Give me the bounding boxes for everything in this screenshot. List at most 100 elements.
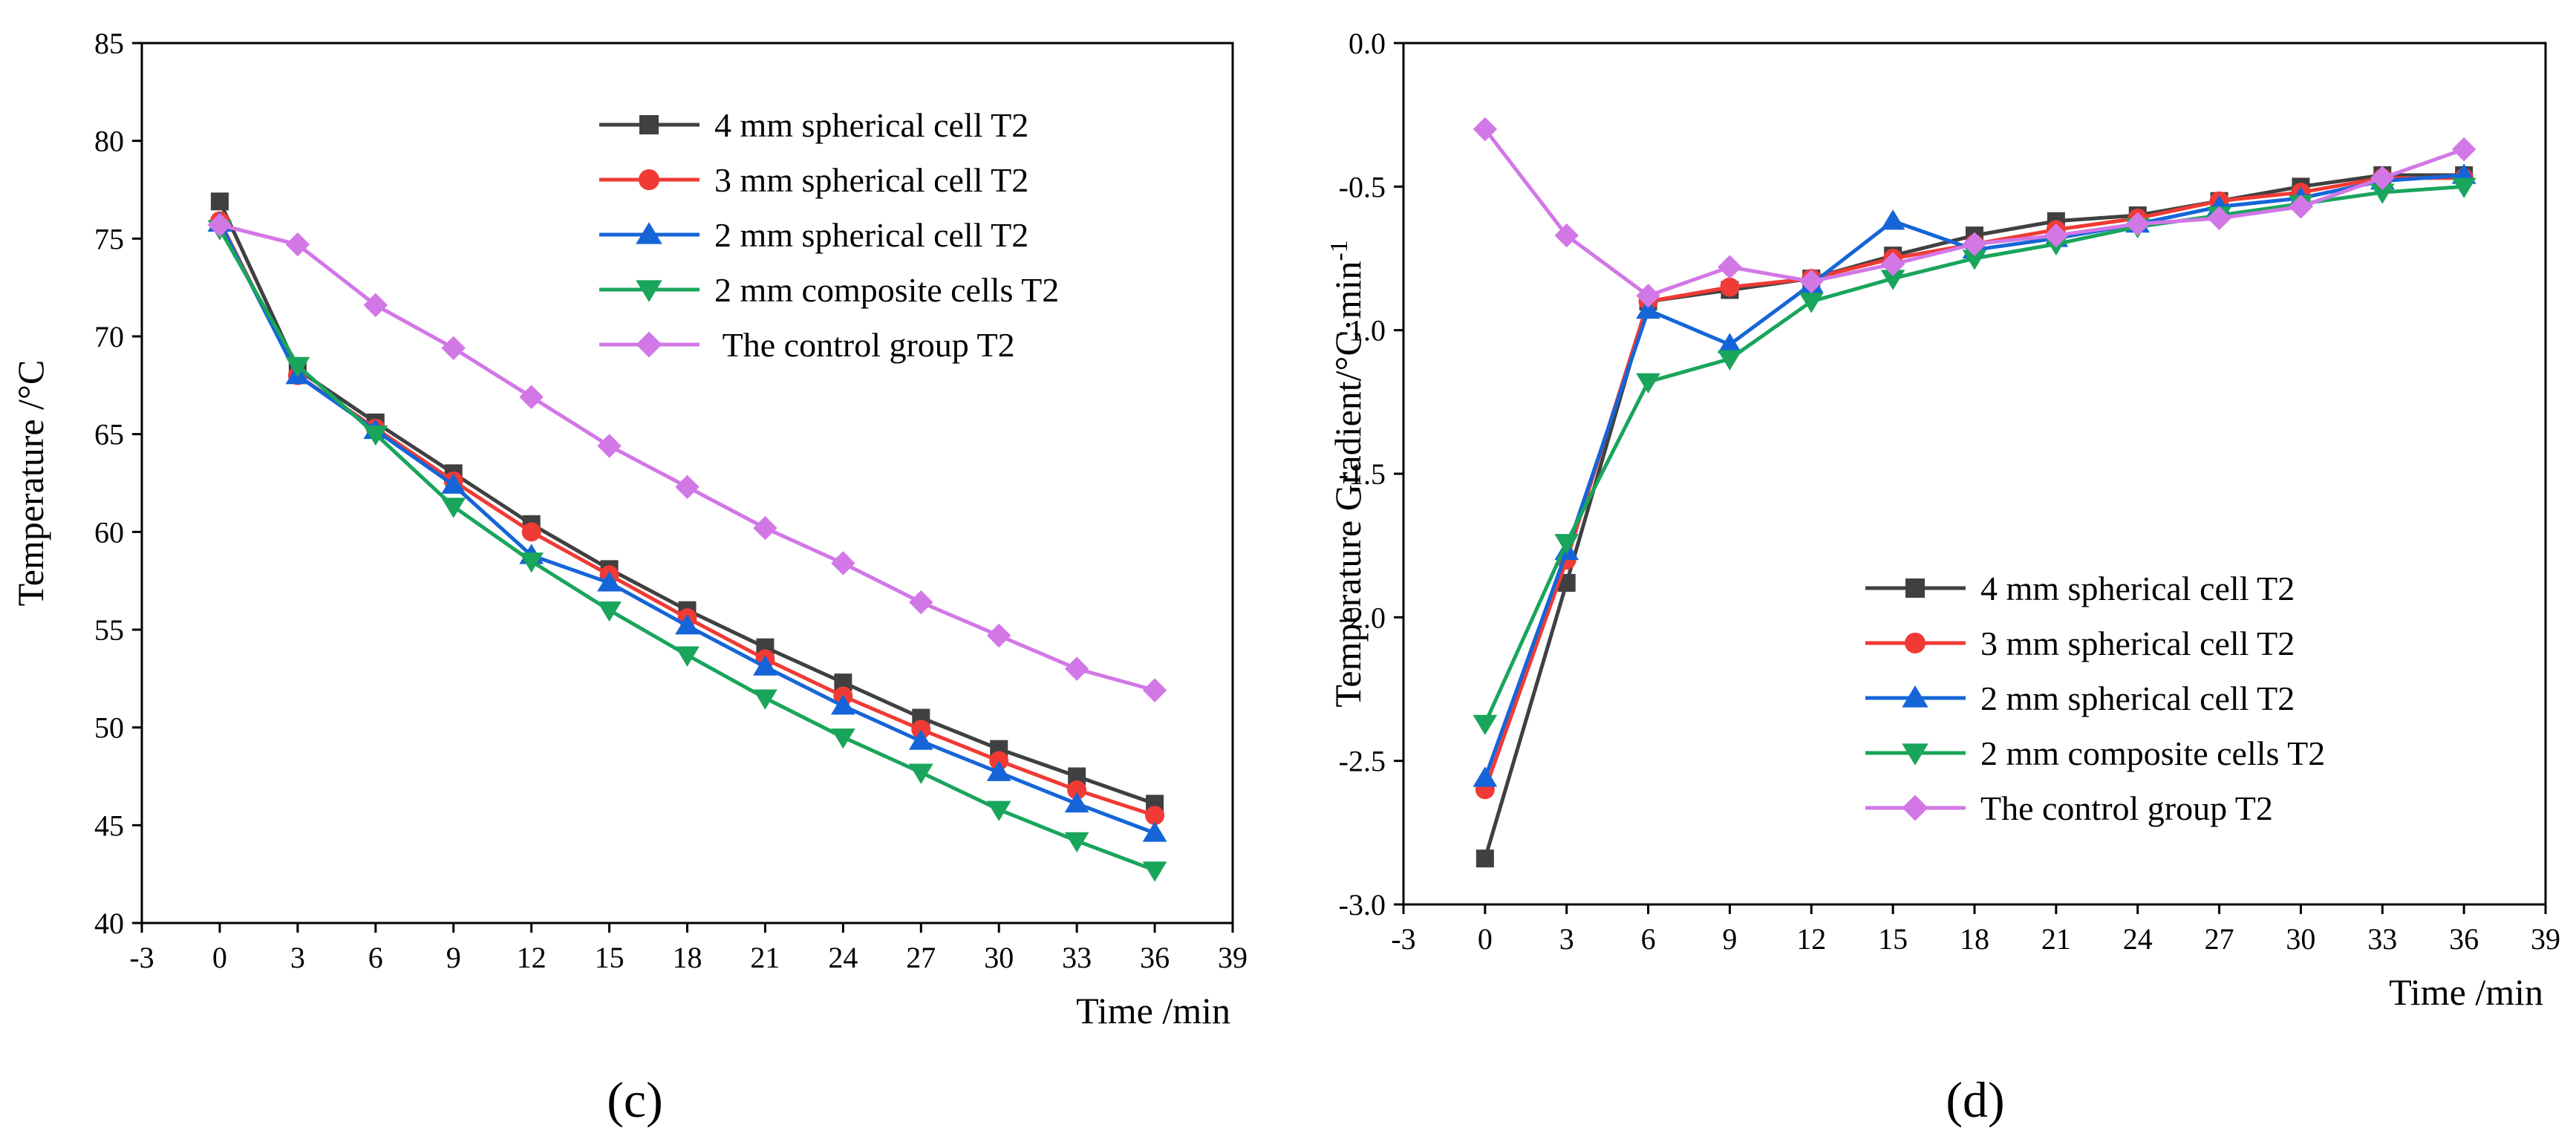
legend-label: 4 mm spherical cell T2 [714,106,1028,144]
data-point [1799,269,1824,294]
data-point [1067,780,1087,800]
data-point [1064,832,1089,852]
data-point [675,646,700,667]
series-line [218,222,1155,835]
legend-marker [1905,578,1925,598]
data-point [1064,792,1089,813]
x-tick-label: 9 [446,941,461,974]
x-tick-label: 6 [368,941,383,974]
legend-item: The control group T2 [1865,789,2273,827]
chart-panel-d: -3 0 3 6 9 12 15 18 21 24 27 30 33 36 39-3.0-2.5-2.0-1… [1326,27,2561,1128]
legend-item: 4 mm spherical cell T2 [1865,570,2295,607]
panel-label: (d) [1946,1072,2004,1128]
x-tick-label: 27 [906,941,936,974]
data-point [210,192,229,211]
data-point [2289,195,2313,219]
data-point [1064,656,1089,681]
legend-label: 3 mm spherical cell T2 [714,161,1028,199]
data-point [285,232,310,257]
x-tick-label: 6 [1641,922,1656,956]
data-point [908,729,933,750]
y-tick-label: -3.0 [1339,888,1386,922]
y-axis-title: Temperature Gradient/°C·min-1 [1326,240,1369,707]
legend-marker [638,169,660,191]
x-tick-label: 21 [2041,922,2071,956]
data-point [1473,117,1498,142]
y-tick-label: 80 [94,125,124,158]
data-point [1636,299,1660,319]
data-point [753,655,777,676]
legend-label: 2 mm composite cells T2 [714,271,1059,309]
y-tick-label: 65 [94,418,124,451]
legend-item: The control group T2 [599,326,1015,364]
data-point [1145,806,1165,826]
x-tick-label: 18 [1960,922,1989,956]
data-point [2044,223,2069,248]
x-axis-title: Time /min [2389,971,2543,1013]
data-point [1142,678,1167,702]
data-point [1880,252,1905,276]
legend-marker [636,222,662,244]
legend-label: The control group T2 [1980,789,2273,827]
legend-label: The control group T2 [714,326,1015,364]
legend-item: 3 mm spherical cell T2 [1865,624,2295,662]
data-point [2370,166,2395,190]
data-point [1636,284,1660,308]
y-axis-title: Temperature /°C [10,360,51,607]
legend-label: 2 mm composite cells T2 [1980,734,2325,772]
x-tick-label: 12 [1796,922,1826,956]
data-point [363,425,388,446]
data-point [1718,350,1742,371]
chart-panel-c: -3 0 3 6 9 12 15 18 21 24 27 30 33 36 3940455055606570… [10,27,1248,1128]
y-tick-label: -1.5 [1339,457,1386,491]
legend-item: 3 mm spherical cell T2 [599,161,1028,199]
x-tick-label: 3 [290,941,305,974]
data-point [987,623,1011,648]
legend-marker [636,280,662,302]
legend-marker [1902,685,1928,708]
series-line [218,227,1155,873]
data-point [1718,255,1742,279]
x-tick-label: 39 [1218,941,1248,974]
y-tick-label: -2.0 [1339,601,1386,634]
data-point [1718,333,1742,353]
data-point [521,522,541,542]
data-point [986,760,1011,781]
x-tick-label: 15 [1878,922,1908,956]
data-point [989,751,1009,771]
x-tick-label: 33 [2367,922,2397,956]
y-tick-label: 50 [94,711,124,745]
x-tick-label: -3 [1391,922,1415,956]
legend-item: 2 mm spherical cell T2 [1865,679,2295,717]
x-tick-label: 0 [212,941,227,974]
data-point [441,473,466,494]
data-point [1554,534,1579,555]
x-tick-label: 12 [517,941,547,974]
data-point [597,434,622,458]
data-point [2451,177,2476,198]
panel-label: (c) [607,1072,662,1128]
data-point [753,515,777,541]
data-point [830,694,855,715]
data-point [2125,212,2150,236]
data-point [986,800,1011,821]
data-point [2451,137,2476,162]
legend-marker [1902,743,1928,766]
data-point [207,212,232,238]
data-point [1142,861,1167,882]
x-tick-label: 0 [1478,922,1493,956]
x-tick-label: 36 [1140,941,1170,974]
y-tick-label: 75 [94,222,124,255]
data-point [1142,821,1167,842]
x-tick-label: 30 [2286,922,2315,956]
data-point [1636,373,1660,394]
x-tick-label: 39 [2531,922,2560,956]
data-point [363,293,388,318]
y-tick-label: -1.0 [1339,314,1386,348]
x-tick-label: 30 [984,941,1014,974]
x-tick-label: 21 [750,941,780,974]
data-point [519,385,544,409]
data-point [1720,277,1740,297]
series-5 [207,212,1167,702]
data-point [441,498,466,518]
